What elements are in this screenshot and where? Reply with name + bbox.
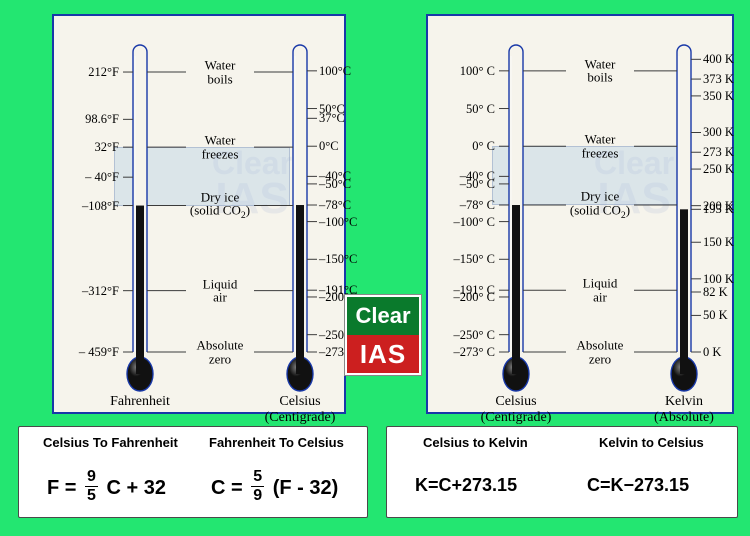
scale-label: –100°C [319, 215, 377, 228]
formula-k-to-c: C=K−273.15 [587, 475, 689, 496]
scale-label: –150° C [437, 253, 495, 266]
logo-bot: IAS [347, 335, 419, 373]
scale-label: –100° C [437, 215, 495, 228]
scale-label: – 40°F [61, 171, 119, 184]
thermometer-caption: Celsius(Centigrade) [466, 394, 566, 426]
formula-title: Fahrenheit To Celsius [209, 435, 344, 450]
formula-f-to-c: C = 59 (F - 32) [211, 471, 338, 506]
scale-label: –273° C [437, 346, 495, 359]
reference-point-label: Absolutezero [180, 338, 260, 365]
scale-label: –150°C [319, 253, 377, 266]
logo-top: Clear [347, 297, 419, 335]
scale-label: –50° C [437, 178, 495, 191]
scale-label: 32°F [61, 141, 119, 154]
panel-fahrenheit-celsius: ClearIAS [52, 14, 346, 414]
scale-label: 400 K [703, 53, 750, 66]
scale-label: 50 K [703, 309, 750, 322]
reference-point-label: Absolutezero [560, 338, 640, 365]
reference-point-label: Waterboils [560, 57, 640, 84]
scale-label: –108°F [61, 199, 119, 212]
scale-label: 0° C [437, 140, 495, 153]
thermometer-caption: Fahrenheit [90, 394, 190, 410]
scale-label: 98.6°F [61, 113, 119, 126]
formula-box-cf: Celsius To Fahrenheit Fahrenheit To Celsi… [18, 426, 368, 518]
thermometer-caption: Celsius(Centigrade) [250, 394, 350, 426]
scale-label: 82 K [703, 286, 750, 299]
formula-title: Celsius To Fahrenheit [43, 435, 178, 450]
reference-point-label: Waterfreezes [180, 133, 260, 160]
formula-box-ck: Celsius to Kelvin Kelvin to Celsius K=C+27… [386, 426, 738, 518]
scale-label: 100 K [703, 273, 750, 286]
thermometer-caption: Kelvin(Absolute) [634, 394, 734, 426]
scale-label: 50° C [437, 102, 495, 115]
reference-point-label: Dry ice(solid CO2) [560, 189, 640, 220]
panel-celsius-kelvin: ClearIAS [426, 14, 734, 414]
scale-label: 0 K [703, 346, 750, 359]
scale-label: –200° C [437, 291, 495, 304]
scale-label: –50°C [319, 178, 377, 191]
scale-label: –78°C [319, 199, 377, 212]
scale-label: –250° C [437, 328, 495, 341]
formula-c-to-f: F = 95 C + 32 [47, 471, 166, 506]
reference-point-label: Waterfreezes [560, 133, 640, 160]
reference-point-label: Liquidair [180, 277, 260, 304]
reference-point-label: Liquidair [560, 277, 640, 304]
scale-label: 37°C [319, 112, 377, 125]
reference-point-label: Waterboils [180, 58, 260, 85]
scale-label: 0°C [319, 140, 377, 153]
scale-label: –78° C [437, 199, 495, 212]
scale-label: 250 K [703, 163, 750, 176]
scale-label: 100° C [437, 65, 495, 78]
scale-label: 195 K [703, 203, 750, 216]
clearias-logo: ClearIAS [345, 295, 421, 375]
formula-title: Celsius to Kelvin [423, 435, 528, 450]
scale-label: –312°F [61, 284, 119, 297]
scale-label: – 459°F [61, 346, 119, 359]
formula-c-to-k: K=C+273.15 [415, 475, 517, 496]
reference-point-label: Dry ice(solid CO2) [180, 190, 260, 221]
scale-label: 373 K [703, 73, 750, 86]
scale-label: 150 K [703, 236, 750, 249]
scale-label: 100°C [319, 65, 377, 78]
scale-label: 212°F [61, 66, 119, 79]
scale-label: 273 K [703, 146, 750, 159]
scale-label: 350 K [703, 90, 750, 103]
scale-label: 300 K [703, 126, 750, 139]
figure-canvas: ClearIAS [0, 0, 750, 536]
formula-title: Kelvin to Celsius [599, 435, 704, 450]
